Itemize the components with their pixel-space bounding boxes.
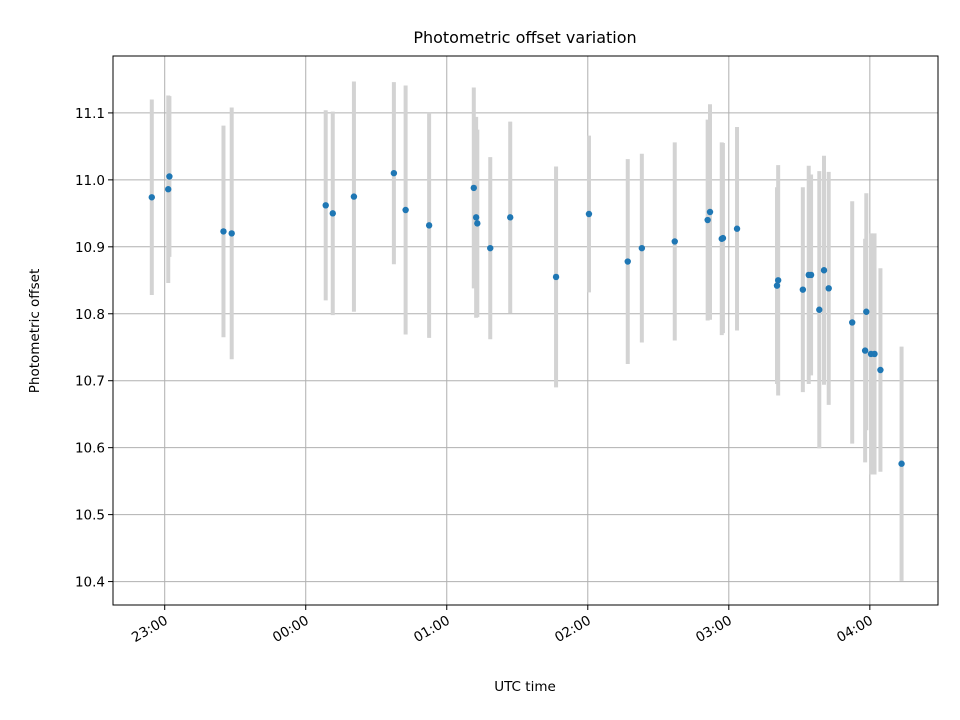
- data-point: [474, 220, 481, 227]
- data-point: [165, 186, 172, 193]
- point-layer: [148, 169, 905, 467]
- y-tick-label: 11.1: [75, 106, 105, 122]
- y-tick-label: 10.7: [75, 374, 105, 390]
- x-tick-label: 00:00: [270, 613, 312, 646]
- data-point: [774, 277, 782, 284]
- y-tick-label: 10.8: [75, 307, 105, 323]
- data-point: [820, 267, 828, 274]
- data-point: [706, 208, 714, 216]
- data-point: [585, 210, 593, 218]
- data-point: [329, 210, 336, 217]
- y-tick-label: 10.4: [75, 575, 105, 591]
- data-point: [472, 214, 480, 221]
- data-point: [402, 206, 409, 214]
- chart-title: Photometric offset variation: [413, 28, 636, 47]
- x-tick-label: 02:00: [552, 613, 594, 646]
- data-point: [624, 258, 631, 265]
- data-point: [799, 286, 807, 293]
- x-tick-label: 23:00: [129, 613, 171, 646]
- data-point: [350, 193, 358, 200]
- x-tick-label: 03:00: [693, 613, 735, 646]
- plot-area-frame: [112, 55, 939, 606]
- data-point: [487, 244, 494, 252]
- y-axis-label: Photometric offset: [27, 269, 43, 393]
- x-axis-label: UTC time: [494, 679, 556, 695]
- y-tick-label: 10.9: [75, 240, 105, 256]
- data-point: [148, 194, 155, 201]
- data-point: [871, 350, 878, 358]
- y-tick-label: 10.5: [75, 508, 105, 524]
- errorbar-layer: [149, 81, 904, 581]
- data-point: [470, 184, 477, 192]
- data-point: [849, 319, 856, 326]
- data-point: [773, 282, 781, 289]
- data-point: [877, 366, 884, 374]
- data-point: [228, 230, 235, 237]
- data-point: [861, 347, 869, 354]
- data-point: [425, 222, 433, 229]
- y-tick-label: 11.0: [75, 173, 105, 189]
- data-point: [166, 173, 173, 180]
- data-point: [552, 273, 560, 281]
- data-point: [322, 202, 329, 209]
- data-point: [733, 225, 741, 232]
- data-point: [220, 228, 227, 235]
- data-point: [671, 238, 678, 245]
- data-point: [390, 169, 398, 177]
- data-point: [638, 244, 646, 252]
- data-point: [816, 306, 823, 313]
- data-point: [507, 214, 514, 221]
- data-point: [898, 460, 905, 467]
- data-point: [807, 271, 815, 279]
- data-point: [825, 285, 832, 292]
- data-point: [704, 216, 711, 224]
- y-tick-label: 10.6: [75, 441, 105, 457]
- data-point: [719, 234, 727, 242]
- x-tick-label: 01:00: [411, 613, 453, 646]
- x-tick-label: 04:00: [834, 613, 876, 646]
- grid-layer: [113, 56, 938, 605]
- data-point: [863, 308, 870, 315]
